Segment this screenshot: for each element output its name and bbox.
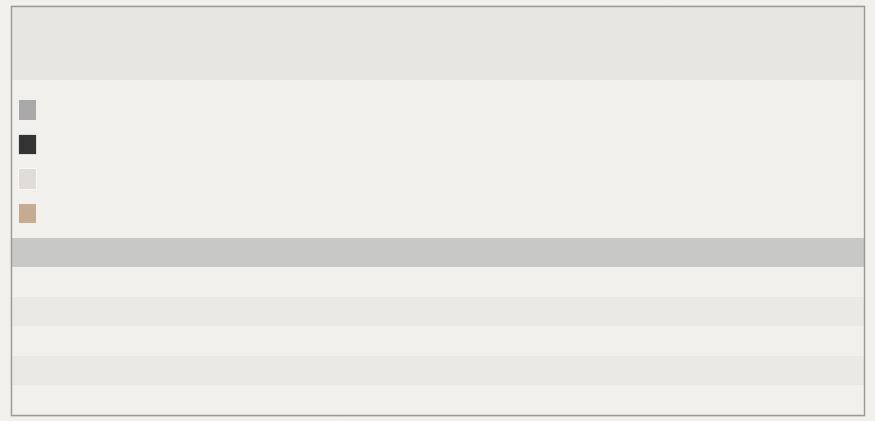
Text: Worst 12 months: Worst 12 months <box>22 336 115 346</box>
Text: 7.95: 7.95 <box>408 277 432 287</box>
Text: 136.07: 136.07 <box>747 306 786 317</box>
Text: 6%: 6% <box>239 122 256 132</box>
Text: –60.78: –60.78 <box>748 336 785 346</box>
Text: AGGRESSIVE
GROWTH: AGGRESSIVE GROWTH <box>731 32 802 54</box>
Text: 109.55: 109.55 <box>567 306 605 317</box>
Text: Worst 5 years: Worst 5 years <box>22 395 97 405</box>
Text: GROWTH: GROWTH <box>561 38 612 48</box>
Text: Short-term
investments: Short-term investments <box>45 202 112 224</box>
Wedge shape <box>234 105 254 159</box>
Text: 25%: 25% <box>546 171 570 180</box>
Text: 15%: 15% <box>393 125 418 135</box>
Text: Foreign stock: Foreign stock <box>45 139 117 149</box>
Text: 9.62: 9.62 <box>754 277 779 287</box>
Text: 50%: 50% <box>274 154 298 164</box>
Text: –13.78: –13.78 <box>748 395 785 405</box>
Wedge shape <box>254 105 308 213</box>
Text: 76.57: 76.57 <box>404 306 436 317</box>
Text: Bond: Bond <box>45 173 73 184</box>
Text: –52.92: –52.92 <box>568 336 605 346</box>
Wedge shape <box>586 105 640 213</box>
Text: –10.43: –10.43 <box>568 395 605 405</box>
Text: Average: Average <box>22 277 66 287</box>
Text: 49%: 49% <box>606 153 631 163</box>
Wedge shape <box>420 159 452 213</box>
Text: 8.94: 8.94 <box>574 277 598 287</box>
Wedge shape <box>200 142 254 213</box>
Text: 31.06: 31.06 <box>238 306 270 317</box>
Text: Best 12 months: Best 12 months <box>22 306 108 317</box>
Text: U.S. stock: U.S. stock <box>45 104 99 115</box>
Wedge shape <box>573 159 590 213</box>
Wedge shape <box>420 105 474 203</box>
Text: –0.37: –0.37 <box>239 395 269 405</box>
Text: 14%: 14% <box>218 132 242 142</box>
Text: ANNUAL RETURN %: ANNUAL RETURN % <box>373 246 502 259</box>
Text: 5%: 5% <box>574 186 592 196</box>
Wedge shape <box>534 105 586 159</box>
Wedge shape <box>366 127 420 213</box>
Text: 5.97: 5.97 <box>242 277 266 287</box>
Text: 35%: 35% <box>379 168 403 179</box>
Text: 23.14: 23.14 <box>404 365 436 376</box>
Text: BALANCED: BALANCED <box>389 38 451 48</box>
Text: 17.24: 17.24 <box>238 365 270 376</box>
Text: 27.27: 27.27 <box>570 365 602 376</box>
Text: 25%: 25% <box>718 131 742 141</box>
Text: 15%: 15% <box>711 168 736 179</box>
Text: 30%: 30% <box>215 173 240 183</box>
Text: 10%: 10% <box>417 185 443 195</box>
Text: 60%: 60% <box>771 164 795 174</box>
Text: CONSERVATIVE: CONSERVATIVE <box>212 38 296 48</box>
Wedge shape <box>698 159 752 203</box>
Wedge shape <box>532 146 586 211</box>
Text: Best 5 years: Best 5 years <box>22 365 90 376</box>
Wedge shape <box>376 105 420 159</box>
Text: 31.91: 31.91 <box>751 365 782 376</box>
Text: 40%: 40% <box>438 144 464 154</box>
Text: –40.64: –40.64 <box>402 336 438 346</box>
Text: –17.67: –17.67 <box>235 336 272 346</box>
Text: –6.18: –6.18 <box>405 395 435 405</box>
Wedge shape <box>721 105 807 213</box>
Text: 21%: 21% <box>554 128 579 139</box>
Wedge shape <box>698 105 752 159</box>
Wedge shape <box>202 109 254 159</box>
